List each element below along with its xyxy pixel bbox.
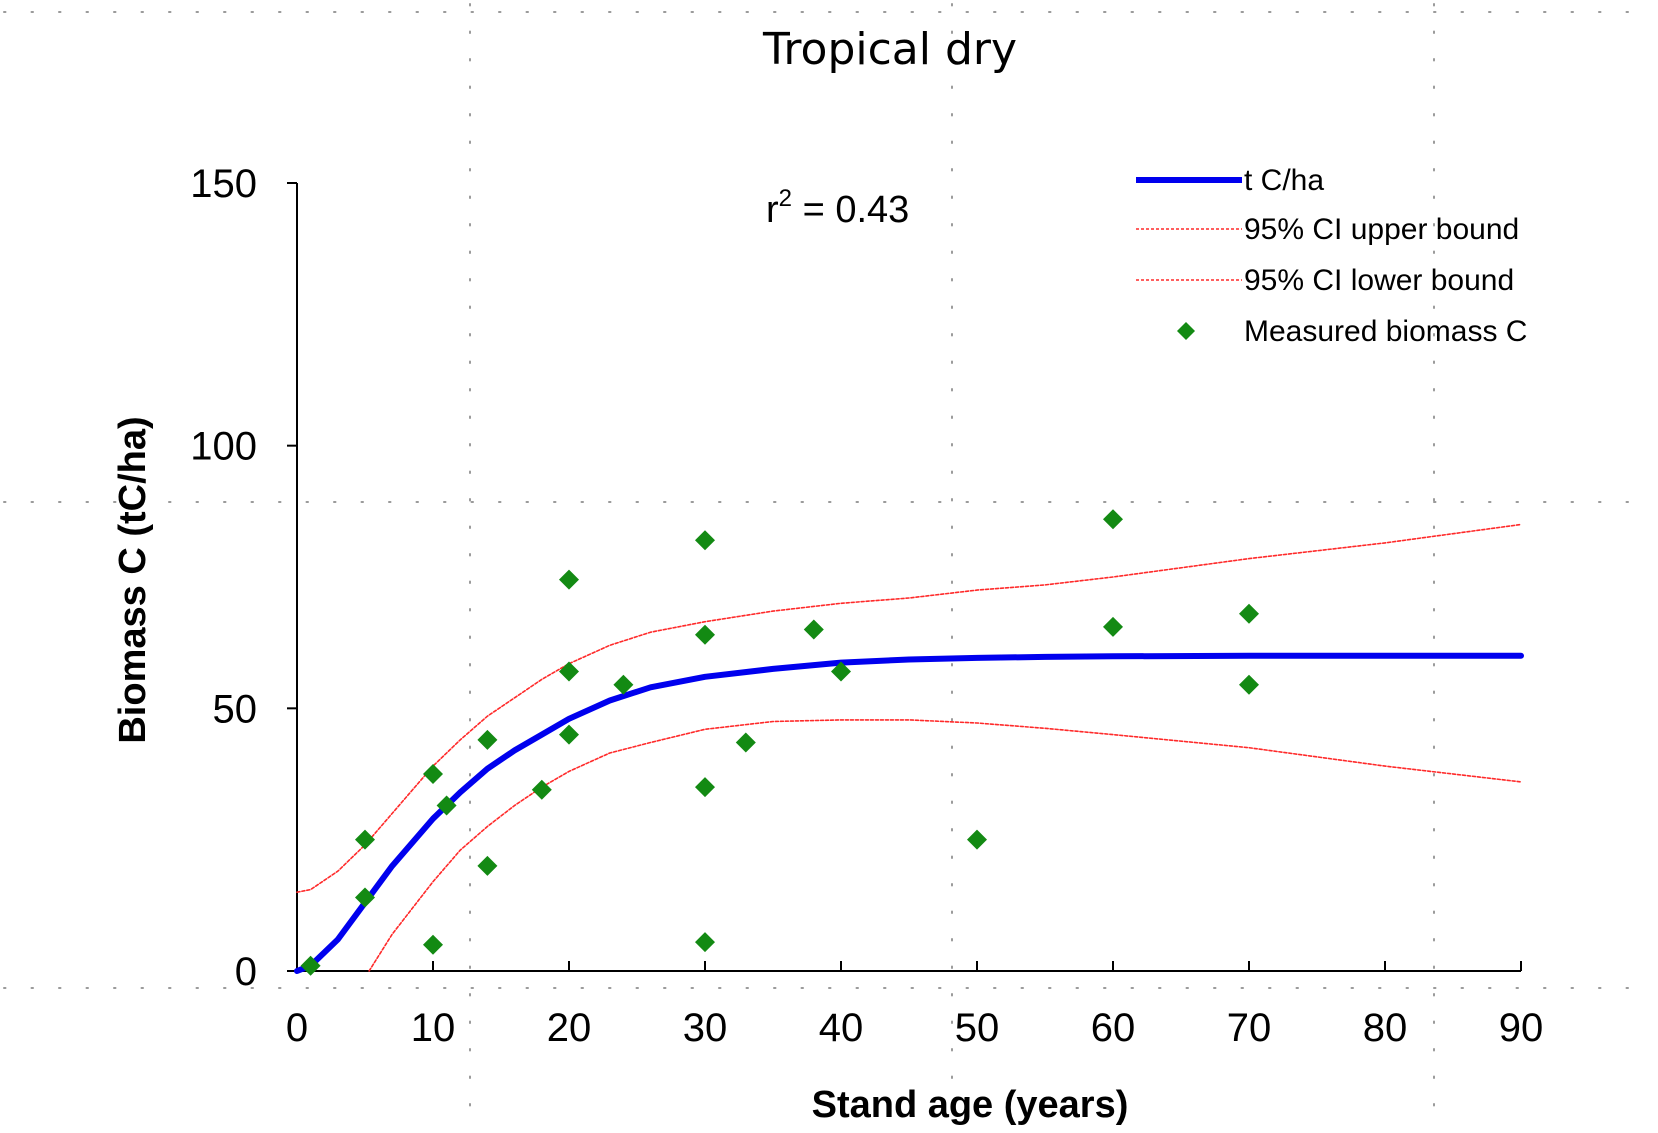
y-tick-label: 0: [235, 950, 257, 994]
data-point: [477, 729, 498, 750]
y-tick-label: 100: [190, 425, 257, 469]
legend: t C/ha 95% CI upper bound 95% CI lower bou…: [1136, 164, 1527, 348]
x-tick-label: 70: [1227, 1006, 1272, 1050]
data-point: [559, 724, 579, 745]
x-axis-label: Stand age (years): [812, 1084, 1129, 1126]
x-tick-label: 80: [1363, 1006, 1408, 1050]
r-squared-r: r: [766, 189, 779, 231]
legend-swatch-marker: [1177, 322, 1195, 340]
data-point: [695, 932, 715, 953]
chart-title: Tropical dry: [762, 24, 1017, 75]
data-markers: [300, 509, 1259, 976]
y-tick-label: 50: [213, 687, 258, 731]
data-point: [423, 934, 443, 955]
data-point: [436, 795, 457, 816]
x-tick-label: 10: [411, 1006, 456, 1050]
data-point: [559, 569, 579, 590]
r-squared-value: = 0.43: [792, 189, 909, 231]
data-point: [531, 779, 552, 800]
data-point: [355, 887, 375, 908]
data-point: [1239, 603, 1259, 624]
data-point: [735, 732, 756, 753]
legend-label: 95% CI upper bound: [1244, 213, 1519, 246]
data-point: [1103, 616, 1123, 637]
data-point: [831, 661, 851, 682]
data-point: [695, 530, 715, 551]
data-point: [613, 674, 634, 695]
fit-line: [294, 652, 1524, 974]
plot-lines: [294, 523, 1524, 974]
data-point: [300, 955, 321, 976]
ci-lower-line: [368, 719, 1522, 972]
x-tick-label: 30: [683, 1006, 728, 1050]
legend-label: 95% CI lower bound: [1244, 264, 1514, 297]
y-tick-label: 150: [190, 162, 257, 206]
data-point: [695, 624, 715, 645]
data-point: [1239, 674, 1259, 695]
slide-guides: [3, 3, 1655, 1131]
data-point: [355, 829, 375, 850]
data-point: [803, 619, 824, 640]
x-tick-label: 40: [819, 1006, 864, 1050]
data-point: [423, 764, 443, 784]
axes: 0 10 20 30 40 50 60 70 80 90 0 50 100 150: [190, 162, 1543, 1050]
x-tick-label: 90: [1499, 1006, 1544, 1050]
legend-label: Measured biomass C: [1244, 315, 1527, 348]
x-tick-label: 60: [1091, 1006, 1136, 1050]
data-point: [559, 661, 579, 682]
data-point: [695, 777, 715, 798]
ci-upper-line: [296, 523, 1522, 894]
x-tick-label: 20: [547, 1006, 592, 1050]
data-point: [967, 829, 987, 850]
legend-label: t C/ha: [1244, 164, 1324, 197]
r-squared-annotation: r2 = 0.43: [766, 185, 909, 231]
r-squared-exponent: 2: [779, 185, 792, 212]
data-point: [1103, 509, 1123, 530]
x-tick-label: 50: [955, 1006, 1000, 1050]
y-axis-label: Biomass C (tC/ha): [112, 416, 154, 743]
x-tick-label: 0: [286, 1006, 308, 1050]
data-point: [477, 855, 498, 876]
